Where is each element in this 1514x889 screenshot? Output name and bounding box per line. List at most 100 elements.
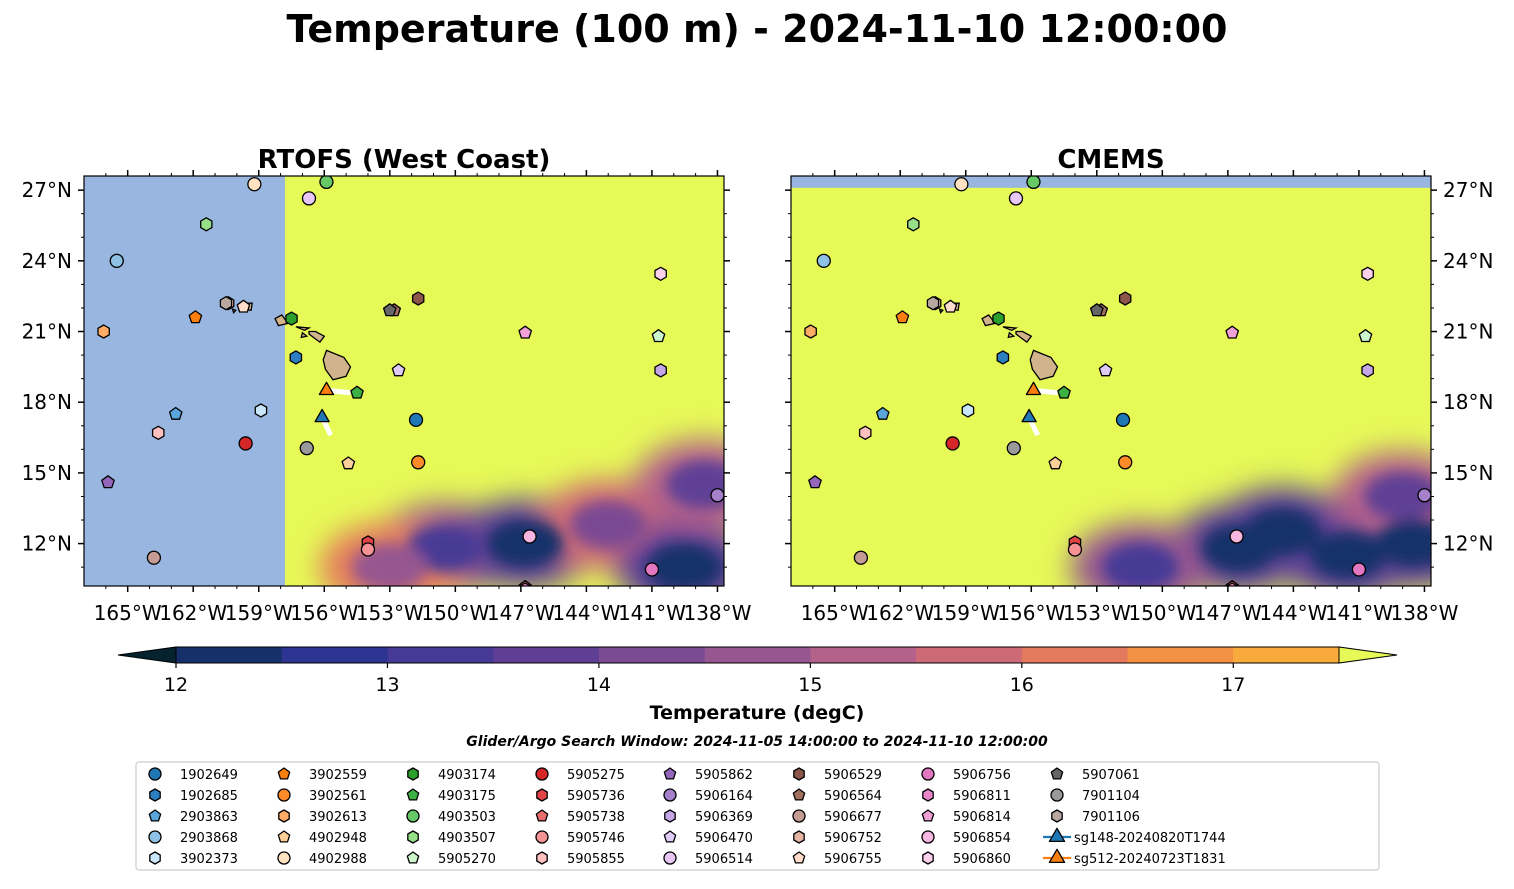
- legend-label: 1902649: [180, 768, 238, 783]
- x-tick-label: 141°W: [618, 601, 686, 625]
- colorbar-segment: [387, 647, 494, 663]
- float-marker: [285, 311, 298, 326]
- island: [322, 349, 352, 381]
- legend-label: 7901104: [1082, 789, 1140, 804]
- x-tick-label: 153°W: [1063, 601, 1131, 625]
- temperature-core: [1375, 519, 1431, 568]
- colorbar-label: Temperature (degC): [650, 702, 865, 724]
- float-marker: [200, 217, 213, 232]
- float-marker: [808, 475, 822, 489]
- legend-marker: [535, 830, 549, 844]
- float-marker: [853, 550, 869, 565]
- float-marker: [341, 456, 356, 470]
- x-tick-label: 144°W: [1259, 601, 1327, 625]
- legend-label: 4902988: [309, 852, 367, 867]
- float-marker: [382, 303, 397, 317]
- float-marker: [1351, 562, 1367, 577]
- temperature-core: [1102, 543, 1179, 586]
- float-marker: [1358, 329, 1373, 343]
- legend-marker: [536, 788, 548, 802]
- colorbar-extend-high: [1338, 646, 1398, 664]
- float-marker: [1048, 456, 1063, 470]
- float-marker: [996, 350, 1010, 365]
- y-tick-label: 12°N: [1443, 532, 1493, 556]
- legend-label: 5906564: [824, 789, 882, 804]
- island: [300, 331, 309, 339]
- float-markers-cmems: [804, 176, 1431, 586]
- legend-marker: [535, 809, 549, 822]
- legend-label: 5905736: [567, 789, 625, 804]
- float-marker: [1089, 303, 1104, 317]
- axis-ticks-cmems: 165°W162°W159°W156°W153°W150°W147°W144°W…: [785, 170, 1493, 625]
- legend-label: 5905270: [438, 852, 496, 867]
- legend-label: 4903175: [438, 789, 496, 804]
- legend-marker: [1048, 827, 1066, 843]
- float-marker: [289, 350, 303, 365]
- y-tick-label: 15°N: [1443, 461, 1493, 485]
- no-data-region: [84, 176, 285, 586]
- map-frame-cmems: [790, 175, 1432, 587]
- float-marker: [1067, 542, 1083, 557]
- legend-label: 5906860: [953, 852, 1011, 867]
- panel-title-rtofs: RTOFS (West Coast): [258, 145, 551, 175]
- legend-label: 3902559: [309, 768, 367, 783]
- legend-marker: [407, 767, 419, 781]
- legend-marker: [921, 809, 935, 822]
- y-tick-label: 27°N: [1443, 178, 1493, 202]
- float-marker: [654, 266, 667, 281]
- x-tick-label: 162°W: [159, 601, 227, 625]
- colorbar-segment: [598, 647, 706, 663]
- legend-label: 5906811: [953, 789, 1011, 804]
- x-tick-label: 162°W: [866, 601, 934, 625]
- float-marker: [1118, 455, 1133, 470]
- float-marker: [1021, 408, 1037, 423]
- x-tick-label: 156°W: [997, 601, 1065, 625]
- legend-label: 5907061: [1082, 768, 1140, 783]
- legend-label: 1902685: [180, 789, 238, 804]
- float-marker: [1229, 529, 1244, 544]
- legend-label: 2903863: [180, 810, 238, 825]
- x-tick-label: 147°W: [487, 601, 555, 625]
- legend-marker: [406, 788, 420, 801]
- float-marker: [858, 425, 872, 440]
- y-tick-label: 21°N: [22, 320, 72, 344]
- y-tick-label: 18°N: [1443, 390, 1493, 414]
- float-marker: [1361, 363, 1374, 378]
- legend-box: [135, 761, 1380, 871]
- legend-marker: [148, 809, 162, 822]
- temperature-core: [1364, 472, 1431, 521]
- float-marker: [238, 436, 253, 451]
- legend-marker: [663, 830, 677, 843]
- float-marker: [1115, 412, 1131, 428]
- legend-marker: [664, 809, 676, 823]
- float-markers-rtofs: [97, 176, 724, 586]
- float-marker: [109, 253, 124, 268]
- island: [1002, 326, 1019, 332]
- temperature-core: [487, 519, 564, 568]
- legend-marker: [921, 767, 935, 781]
- legend-marker: [792, 851, 806, 864]
- float-marker: [411, 291, 425, 306]
- float-marker: [168, 406, 183, 420]
- island: [1029, 349, 1059, 381]
- legend-label: 5906854: [953, 831, 1011, 846]
- cold-water-cores: [1102, 472, 1431, 586]
- float-marker: [1226, 582, 1239, 586]
- float-marker: [360, 542, 376, 557]
- masked-region-cmems: [791, 176, 1431, 188]
- legend-marker: [922, 788, 934, 802]
- float-marker: [391, 363, 406, 377]
- island: [295, 326, 312, 332]
- x-tick-label: 159°W: [932, 601, 1000, 625]
- island: [938, 308, 944, 314]
- y-tick-label: 24°N: [22, 249, 72, 273]
- island: [1015, 330, 1033, 344]
- float-marker: [1008, 191, 1024, 206]
- float-marker: [804, 324, 817, 339]
- map-frame-rtofs: [83, 175, 725, 587]
- legend-marker: [277, 851, 291, 865]
- legend-marker: [149, 851, 161, 865]
- x-tick-label: 141°W: [1325, 601, 1393, 625]
- colorbar-segment: [281, 647, 388, 663]
- float-marker: [188, 310, 203, 324]
